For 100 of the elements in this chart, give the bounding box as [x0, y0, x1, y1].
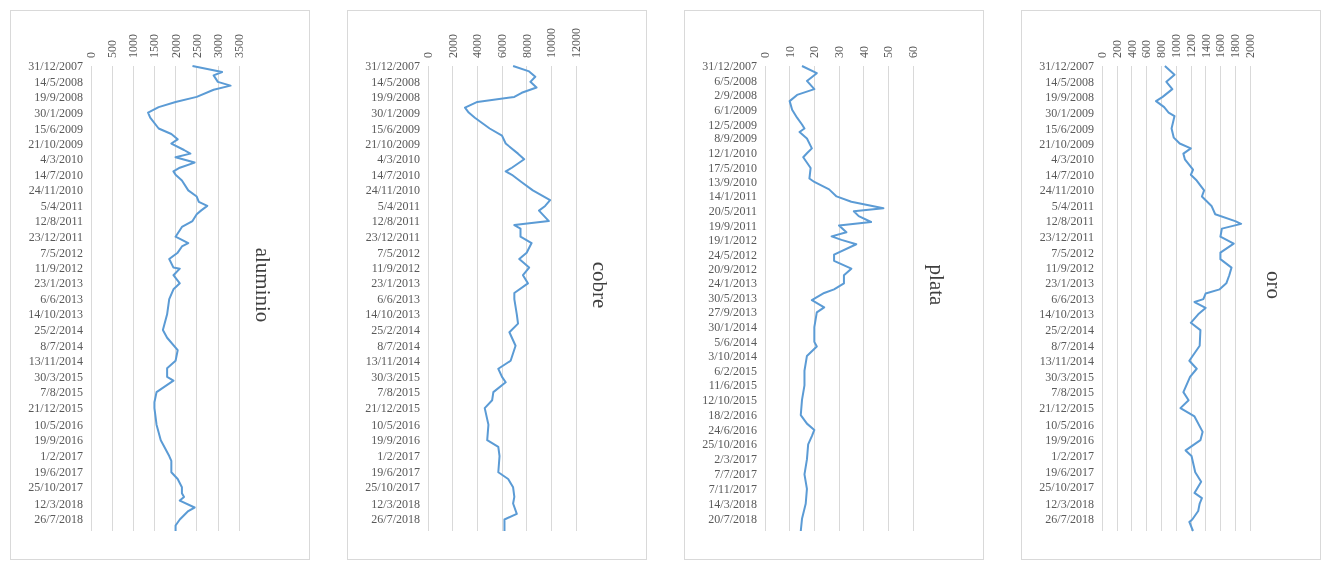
y-tick-label: 15/6/2009: [1045, 121, 1094, 136]
y-tick-label: 24/6/2016: [708, 422, 757, 437]
y-tick-label: 25/10/2017: [365, 480, 420, 495]
y-tick-label: 27/9/2013: [708, 305, 757, 320]
y-tick-label: 6/6/2013: [1051, 292, 1094, 307]
y-tick-label: 7/8/2015: [40, 385, 83, 400]
y-tick-label: 31/12/2007: [365, 59, 420, 73]
y-tick-label: 7/5/2012: [1051, 245, 1094, 260]
y-tick-label: 1/2/2017: [377, 449, 420, 464]
y-tick-label: 23/1/2013: [371, 276, 420, 291]
y-tick-label: 7/5/2012: [40, 245, 83, 260]
y-tick-label: 30/1/2009: [1045, 105, 1094, 120]
y-tick-label: 18/2/2016: [708, 408, 757, 423]
y-tick-label: 12/3/2018: [371, 496, 420, 511]
y-tick-label: 5/4/2011: [40, 198, 83, 213]
y-tick-label: 19/6/2017: [34, 465, 83, 480]
y-tick-label: 6/2/2015: [714, 363, 757, 378]
x-tick-label: 1000: [1169, 34, 1183, 58]
y-tick-label: 23/12/2011: [1039, 229, 1094, 244]
y-tick-label: 3/10/2014: [708, 348, 757, 363]
y-tick-label: 19/9/2016: [1045, 433, 1094, 448]
x-tick-label: 2000: [168, 34, 183, 58]
x-tick-label: 1400: [1198, 34, 1213, 58]
x-tick-label: 20: [807, 46, 822, 58]
y-tick-label: 12/5/2009: [708, 117, 757, 132]
y-tick-label: 31/12/2007: [1039, 59, 1094, 73]
y-tick-label: 1/2/2017: [40, 449, 83, 464]
y-tick-label: 8/7/2014: [40, 338, 83, 353]
y-tick-label: 13/9/2010: [708, 174, 757, 189]
y-tick-label: 30/3/2015: [1045, 369, 1094, 384]
y-tick-label: 21/10/2009: [365, 136, 420, 151]
y-tick-label: 19/9/2008: [371, 89, 420, 104]
y-tick-label: 11/9/2012: [371, 260, 420, 275]
y-tick-label: 25/2/2014: [371, 323, 420, 338]
x-tick-label: 400: [1124, 40, 1139, 58]
y-tick-label: 25/10/2017: [28, 480, 83, 495]
y-tick-label: 30/5/2013: [708, 291, 757, 306]
x-tick-label: 40: [856, 46, 871, 58]
y-tick-label: 12/3/2018: [1045, 496, 1094, 511]
y-tick-label: 7/11/2017: [708, 481, 757, 496]
y-tick-label: 14/10/2013: [1039, 307, 1094, 322]
y-tick-label: 14/7/2010: [371, 167, 420, 182]
y-tick-label: 19/6/2017: [371, 465, 420, 480]
y-tick-label: 19/9/2016: [34, 433, 83, 448]
y-tick-label: 10/5/2016: [34, 417, 83, 432]
x-tick-label: 60: [906, 46, 920, 58]
x-tick-label: 0: [758, 52, 772, 58]
y-tick-label: 19/6/2017: [1045, 465, 1094, 480]
text: aluminio: [251, 247, 275, 323]
y-tick-label: 24/5/2012: [708, 247, 757, 262]
x-tick-label: 1800: [1228, 34, 1243, 58]
y-tick-label: 31/12/2007: [28, 59, 83, 73]
y-tick-label: 15/6/2009: [34, 121, 83, 136]
y-tick-label: 12/8/2011: [34, 214, 83, 229]
y-tick-label: 12/3/2018: [34, 496, 83, 511]
text: oro: [1262, 271, 1286, 299]
y-tick-label: 19/9/2016: [371, 433, 420, 448]
y-tick-label: 24/11/2010: [28, 183, 83, 198]
x-tick-label: 50: [881, 46, 896, 58]
y-tick-label: 25/10/2017: [1039, 480, 1094, 495]
y-tick-label: 15/6/2009: [371, 121, 420, 136]
x-tick-label: 1500: [147, 34, 162, 58]
y-tick-label: 21/10/2009: [1039, 136, 1094, 151]
x-tick-label: 2500: [189, 34, 204, 58]
x-tick-label: 800: [1154, 40, 1169, 58]
x-tick-label: 8000: [519, 34, 534, 58]
y-tick-label: 7/8/2015: [377, 385, 420, 400]
x-tick-label: 1000: [126, 34, 141, 58]
x-tick-label: 500: [105, 40, 120, 58]
x-tick-label: 1600: [1213, 34, 1228, 58]
x-tick-label: 3000: [210, 34, 225, 58]
y-tick-label: 23/1/2013: [34, 276, 83, 291]
y-tick-label: 4/3/2010: [1051, 152, 1094, 167]
y-tick-label: 31/12/2007: [702, 59, 757, 73]
y-tick-label: 14/7/2010: [1045, 167, 1094, 182]
y-tick-label: 21/12/2015: [365, 401, 420, 416]
y-tick-label: 12/8/2011: [371, 214, 420, 229]
y-tick-label: 12/10/2015: [702, 392, 757, 407]
y-tick-label: 14/5/2008: [371, 74, 420, 89]
y-tick-label: 14/10/2013: [28, 307, 83, 322]
y-tick-label: 20/5/2011: [708, 204, 757, 219]
y-tick-label: 6/6/2013: [40, 292, 83, 307]
y-tick-label: 11/9/2012: [34, 260, 83, 275]
y-tick-label: 14/5/2008: [1045, 74, 1094, 89]
y-tick-label: 4/3/2010: [377, 152, 420, 167]
y-tick-label: 4/3/2010: [40, 152, 83, 167]
y-tick-label: 24/11/2010: [365, 183, 420, 198]
y-tick-label: 13/11/2014: [365, 353, 420, 368]
x-tick-label: 10000: [544, 28, 559, 58]
x-tick-label: 2000: [1243, 34, 1257, 58]
y-tick-label: 6/1/2009: [714, 102, 757, 117]
y-tick-label: 8/7/2014: [1051, 338, 1094, 353]
y-tick-label: 7/7/2017: [714, 467, 757, 482]
y-tick-label: 24/11/2010: [1039, 183, 1094, 198]
y-tick-label: 21/12/2015: [1039, 401, 1094, 416]
y-tick-label: 23/12/2011: [28, 229, 83, 244]
y-tick-label: 23/12/2011: [365, 229, 420, 244]
y-tick-label: 19/9/2011: [708, 218, 757, 233]
y-tick-label: 10/5/2016: [1045, 417, 1094, 432]
x-tick-label: 4000: [470, 34, 485, 58]
